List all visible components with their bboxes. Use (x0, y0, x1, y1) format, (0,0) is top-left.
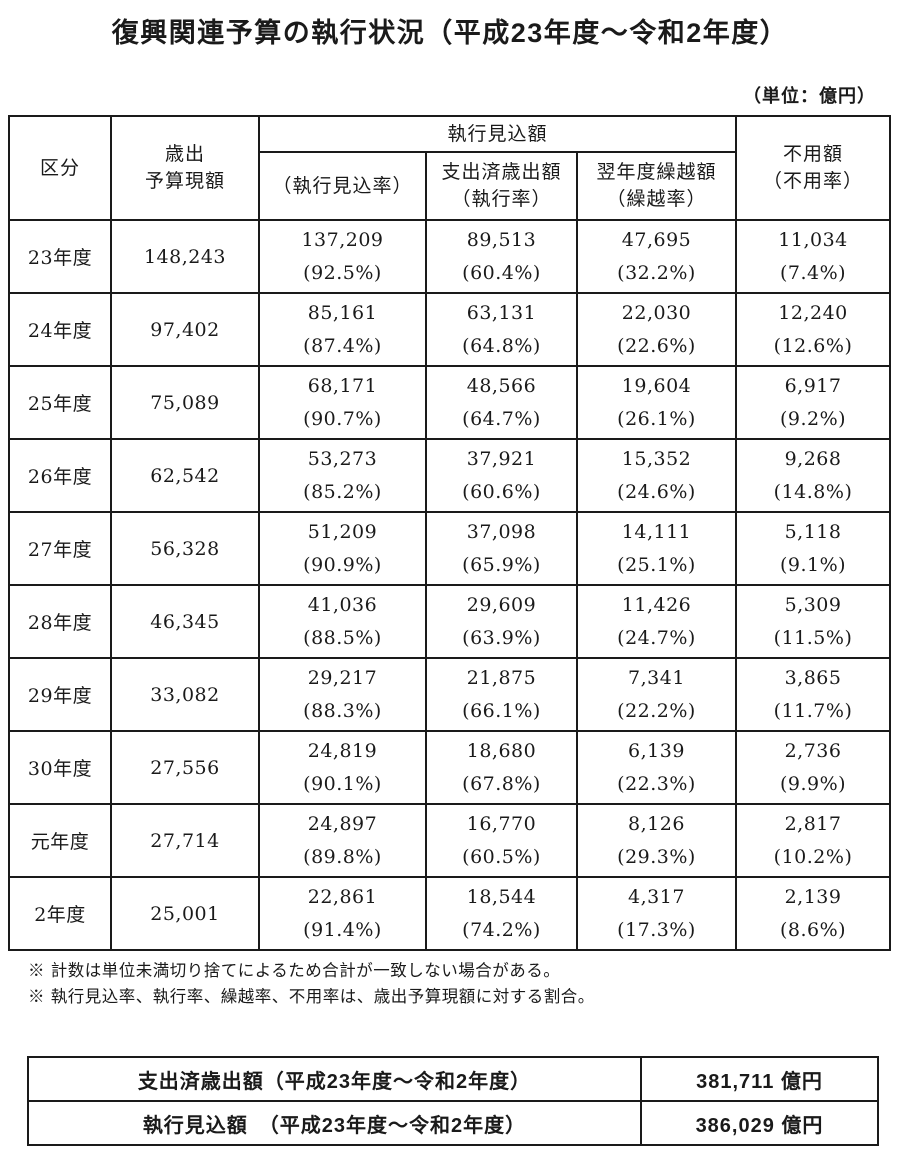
year-cell: 26年度 (8, 438, 112, 513)
year-cell: 25年度 (8, 365, 112, 440)
spent-amount-cell: 18,680 (67.8%) (425, 730, 578, 805)
table-row: 24年度 97,402 85,161 (87.4%) 63,131 (64.8%) … (8, 292, 892, 367)
budget-amount-cell: 75,089 (110, 365, 260, 440)
budget-amount-cell: 56,328 (110, 511, 260, 586)
carryover-amount-cell: 4,317 (17.3%) (575, 876, 738, 951)
table-row: 2年度 25,001 22,861 (91.4%) 18,544 (74.2%) 4… (8, 876, 892, 951)
summary-spent-label: 支出済歳出額（平成23年度～令和2年度） (27, 1056, 642, 1102)
unused-amount-cell: 5,309 (11.5%) (735, 584, 892, 659)
year-cell: 元年度 (8, 803, 112, 878)
table-row: 26年度 62,542 53,273 (85.2%) 37,921 (60.6%) … (8, 438, 892, 513)
spent-amount-cell: 29,609 (63.9%) (425, 584, 578, 659)
year-cell: 23年度 (8, 219, 112, 294)
header-unused: 不用額 （不用率） (735, 115, 892, 221)
unused-amount-cell: 2,736 (9.9%) (735, 730, 892, 805)
carryover-amount-cell: 15,352 (24.6%) (575, 438, 738, 513)
planned-amount-cell: 29,217 (88.3%) (258, 657, 427, 732)
planned-amount-cell: 22,861 (91.4%) (258, 876, 427, 951)
summary-spent-value: 381,711 億円 (640, 1056, 879, 1102)
header-planned-rate: （執行見込率） (258, 151, 427, 221)
spent-amount-cell: 21,875 (66.1%) (425, 657, 578, 732)
budget-execution-table: 区分 歳出 予算現額 執行見込額 不用額 （不用率） （執行見込率） 支出済歳出額（… (8, 115, 892, 951)
planned-amount-cell: 41,036 (88.5%) (258, 584, 427, 659)
header-category: 区分 (8, 115, 112, 221)
planned-amount-cell: 24,897 (89.8%) (258, 803, 427, 878)
carryover-amount-cell: 14,111 (25.1%) (575, 511, 738, 586)
header-planned-group: 執行見込額 (257, 115, 738, 153)
year-cell: 29年度 (8, 657, 112, 732)
spent-amount-cell: 48,566 (64.7%) (425, 365, 578, 440)
budget-amount-cell: 33,082 (110, 657, 260, 732)
carryover-amount-cell: 11,426 (24.7%) (575, 584, 738, 659)
carryover-amount-cell: 19,604 (26.1%) (575, 365, 738, 440)
header-carryover: 翌年度繰越額 （繰越率） (575, 151, 738, 221)
planned-amount-cell: 53,273 (85.2%) (258, 438, 427, 513)
spent-amount-cell: 63,131 (64.8%) (425, 292, 578, 367)
unused-amount-cell: 5,118 (9.1%) (735, 511, 892, 586)
summary-planned-label: 執行見込額 （平成23年度～令和2年度） (27, 1100, 642, 1146)
budget-amount-cell: 25,001 (110, 876, 260, 951)
year-cell: 30年度 (8, 730, 112, 805)
unit-label: （単位：億円） (743, 86, 876, 106)
year-cell: 28年度 (8, 584, 112, 659)
spent-amount-cell: 18,544 (74.2%) (425, 876, 578, 951)
summary-planned-value: 386,029 億円 (640, 1100, 879, 1146)
header-spent: 支出済歳出額 （執行率） (425, 151, 578, 221)
budget-amount-cell: 27,556 (110, 730, 260, 805)
budget-table-body: 23年度 148,243 137,209 (92.5%) 89,513 (60.4%… (8, 219, 892, 951)
planned-amount-cell: 137,209 (92.5%) (258, 219, 427, 294)
budget-amount-cell: 27,714 (110, 803, 260, 878)
table-row: 23年度 148,243 137,209 (92.5%) 89,513 (60.4%… (8, 219, 892, 294)
unused-amount-cell: 9,268 (14.8%) (735, 438, 892, 513)
table-row: 25年度 75,089 68,171 (90.7%) 48,566 (64.7%) … (8, 365, 892, 440)
budget-amount-cell: 62,542 (110, 438, 260, 513)
summary-row-planned: 執行見込額 （平成23年度～令和2年度） 386,029 億円 (27, 1100, 879, 1146)
planned-amount-cell: 24,819 (90.1%) (258, 730, 427, 805)
year-cell: 27年度 (8, 511, 112, 586)
spent-amount-cell: 37,098 (65.9%) (425, 511, 578, 586)
table-row: 27年度 56,328 51,209 (90.9%) 37,098 (65.9%) … (8, 511, 892, 586)
budget-amount-cell: 46,345 (110, 584, 260, 659)
budget-amount-cell: 97,402 (110, 292, 260, 367)
planned-amount-cell: 68,171 (90.7%) (258, 365, 427, 440)
table-row: 29年度 33,082 29,217 (88.3%) 21,875 (66.1%) … (8, 657, 892, 732)
table-row: 30年度 27,556 24,819 (90.1%) 18,680 (67.8%) … (8, 730, 892, 805)
summary-table: 支出済歳出額（平成23年度～令和2年度） 381,711 億円 執行見込額 （平… (27, 1056, 879, 1146)
spent-amount-cell: 89,513 (60.4%) (425, 219, 578, 294)
budget-amount-cell: 148,243 (110, 219, 260, 294)
unused-amount-cell: 12,240 (12.6%) (735, 292, 892, 367)
footnotes: ※ 計数は単位未満切り捨てによるため合計が一致しない場合がある。 ※ 執行見込率… (28, 958, 900, 1010)
spent-amount-cell: 37,921 (60.6%) (425, 438, 578, 513)
unused-amount-cell: 11,034 (7.4%) (735, 219, 892, 294)
spent-amount-cell: 16,770 (60.5%) (425, 803, 578, 878)
carryover-amount-cell: 7,341 (22.2%) (575, 657, 738, 732)
table-row: 元年度 27,714 24,897 (89.8%) 16,770 (60.5%) 8… (8, 803, 892, 878)
carryover-amount-cell: 6,139 (22.3%) (575, 730, 738, 805)
year-cell: 2年度 (8, 876, 112, 951)
page-title: 復興関連予算の執行状況（平成23年度～令和2年度） (111, 18, 789, 48)
table-row: 28年度 46,345 41,036 (88.5%) 29,609 (63.9%) … (8, 584, 892, 659)
budget-table-header: 区分 歳出 予算現額 執行見込額 不用額 （不用率） （執行見込率） 支出済歳出額（… (8, 115, 892, 221)
unused-amount-cell: 2,139 (8.6%) (735, 876, 892, 951)
unused-amount-cell: 2,817 (10.2%) (735, 803, 892, 878)
header-budget-amount: 歳出 予算現額 (110, 115, 260, 221)
year-cell: 24年度 (8, 292, 112, 367)
planned-amount-cell: 85,161 (87.4%) (258, 292, 427, 367)
carryover-amount-cell: 22,030 (22.6%) (575, 292, 738, 367)
unused-amount-cell: 3,865 (11.7%) (735, 657, 892, 732)
planned-amount-cell: 51,209 (90.9%) (258, 511, 427, 586)
carryover-amount-cell: 47,695 (32.2%) (575, 219, 738, 294)
carryover-amount-cell: 8,126 (29.3%) (575, 803, 738, 878)
unused-amount-cell: 6,917 (9.2%) (735, 365, 892, 440)
footnote-rates: ※ 執行見込率、執行率、繰越率、不用率は、歳出予算現額に対する割合。 (28, 987, 595, 1006)
footnote-rounding: ※ 計数は単位未満切り捨てによるため合計が一致しない場合がある。 (28, 961, 561, 980)
summary-row-spent: 支出済歳出額（平成23年度～令和2年度） 381,711 億円 (27, 1056, 879, 1102)
